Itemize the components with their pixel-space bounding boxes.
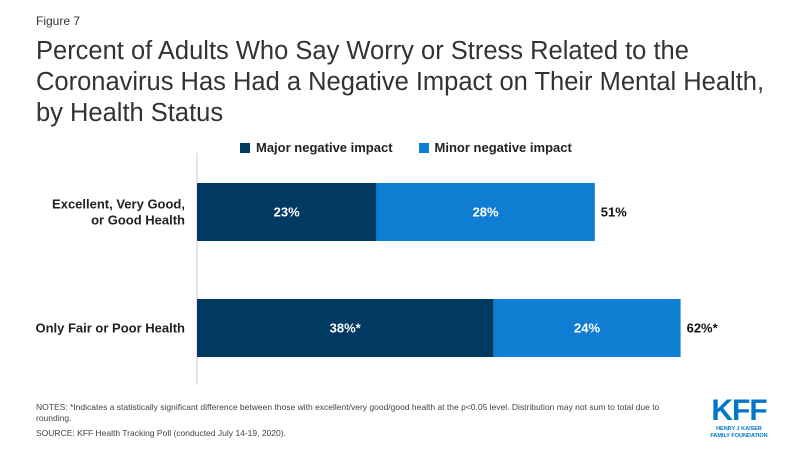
chart-source: SOURCE: KFF Health Tracking Poll (conduc… <box>36 428 286 438</box>
legend-item-minor: Minor negative impact <box>418 140 572 155</box>
logo-line-2: Family Foundation <box>710 432 768 439</box>
legend-label-major: Major negative impact <box>256 140 393 155</box>
logo-line-1: Henry J Kaiser <box>716 426 762 432</box>
legend: Major negative impact Minor negative imp… <box>240 140 572 155</box>
bar-segment <box>197 299 494 357</box>
category-label: Excellent, Very Good, <box>52 197 185 212</box>
bar-value-label: 28% <box>473 205 499 220</box>
bar-segment <box>197 183 377 241</box>
bar-value-label: 38%* <box>330 321 362 336</box>
bar-segment <box>493 299 681 357</box>
bar-value-label: 23% <box>274 205 300 220</box>
logo-wordmark: KFF <box>711 394 767 427</box>
bar-value-label: 24% <box>574 321 600 336</box>
legend-swatch-minor <box>418 142 429 153</box>
figure-label: Figure 7 <box>36 14 81 28</box>
chart-title: Percent of Adults Who Say Worry or Stres… <box>36 37 765 127</box>
kff-logo: KFF Henry J Kaiser Family Foundation <box>704 396 774 439</box>
chart-notes: NOTES: *Indicates a statistically signif… <box>36 402 660 423</box>
category-label: or Good Health <box>91 213 185 228</box>
legend-swatch-major <box>240 142 250 153</box>
legend-label-minor: Minor negative impact <box>434 140 572 155</box>
bar-segment <box>376 183 595 241</box>
category-label: Only Fair or Poor Health <box>35 321 185 336</box>
bar-total-label: 62%* <box>687 321 719 336</box>
legend-item-major: Major negative impact <box>240 140 393 155</box>
bar-total-label: 51% <box>601 205 627 220</box>
